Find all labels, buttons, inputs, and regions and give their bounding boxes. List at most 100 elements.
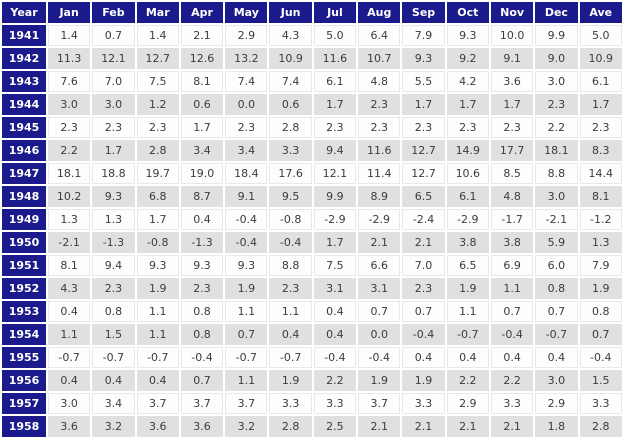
data-cell: 2.3 <box>402 117 445 138</box>
data-cell: 6.6 <box>358 255 401 276</box>
data-cell: 7.0 <box>402 255 445 276</box>
data-cell: 1.1 <box>225 301 268 322</box>
data-cell: -0.7 <box>535 324 578 345</box>
data-cell: 8.1 <box>48 255 91 276</box>
data-cell: 2.3 <box>446 117 489 138</box>
column-header-oct: Oct <box>446 2 489 23</box>
column-header-nov: Nov <box>490 2 534 23</box>
data-cell: 5.0 <box>313 25 357 46</box>
data-cell: 3.0 <box>535 370 578 391</box>
data-cell: 1.7 <box>313 94 357 115</box>
table-row: 1945 2.3 2.3 2.3 1.7 2.3 2.8 2.3 2.3 2.3 2.3 2.3 2.2… <box>2 117 622 138</box>
year-cell: 1948 <box>2 186 46 207</box>
year-cell: 1950 <box>2 232 46 253</box>
data-cell: 2.9 <box>225 25 268 46</box>
data-cell: -1.3 <box>180 232 224 253</box>
data-cell: 2.1 <box>446 416 489 437</box>
data-cell: -0.7 <box>48 347 91 368</box>
data-cell: 1.7 <box>402 94 445 115</box>
year-cell: 1951 <box>2 255 46 276</box>
data-cell: 8.8 <box>269 255 312 276</box>
data-cell: 4.2 <box>446 71 489 92</box>
data-cell: 1.1 <box>490 278 534 299</box>
data-cell: 2.3 <box>313 117 357 138</box>
data-cell: 7.6 <box>48 71 91 92</box>
data-cell: 0.8 <box>180 324 224 345</box>
table-row: 1946 2.2 1.7 2.8 3.4 3.4 3.3 9.4 11.6 12.7 14.9 17.… <box>2 140 622 161</box>
header-row: Year Jan Feb Mar Apr May Jun Jul Aug Sep Oct Nov Dec… <box>2 2 622 23</box>
data-cell: 1.9 <box>225 278 268 299</box>
data-cell: 2.1 <box>490 416 534 437</box>
data-cell: -0.7 <box>225 347 268 368</box>
year-cell: 1958 <box>2 416 46 437</box>
data-cell: 3.3 <box>490 393 534 414</box>
data-cell: 9.3 <box>446 25 489 46</box>
data-cell: -0.4 <box>269 232 312 253</box>
data-cell: 1.5 <box>579 370 622 391</box>
table-row: 1942 11.3 12.1 12.7 12.6 13.2 10.9 11.6 10.7 9.3 9… <box>2 48 622 69</box>
data-cell: 1.8 <box>535 416 578 437</box>
data-cell: 9.9 <box>535 25 578 46</box>
data-cell: 0.6 <box>269 94 312 115</box>
data-cell: -2.9 <box>446 209 489 230</box>
data-cell: 3.7 <box>358 393 401 414</box>
data-cell: -1.2 <box>579 209 622 230</box>
data-cell: 3.3 <box>269 140 312 161</box>
data-cell: -2.9 <box>358 209 401 230</box>
data-cell: 3.8 <box>446 232 489 253</box>
data-cell: 3.7 <box>225 393 268 414</box>
data-cell: 2.8 <box>269 416 312 437</box>
data-cell: 9.4 <box>92 255 135 276</box>
data-cell: 7.4 <box>225 71 268 92</box>
column-header-year: Year <box>2 2 46 23</box>
data-cell: 18.1 <box>48 163 91 184</box>
data-cell: 10.6 <box>446 163 489 184</box>
table-row: 1948 10.2 9.3 6.8 8.7 9.1 9.5 9.9 8.9 6.5 6.1 4.8 3.… <box>2 186 622 207</box>
data-cell: 1.2 <box>136 94 179 115</box>
data-cell: -0.4 <box>225 209 268 230</box>
data-cell: 2.8 <box>269 117 312 138</box>
data-cell: 1.5 <box>92 324 135 345</box>
column-header-sep: Sep <box>402 2 445 23</box>
data-cell: -0.7 <box>446 324 489 345</box>
data-cell: 1.3 <box>579 232 622 253</box>
data-cell: 2.1 <box>358 232 401 253</box>
data-cell: 5.0 <box>579 25 622 46</box>
data-cell: 17.6 <box>269 163 312 184</box>
data-cell: 18.8 <box>92 163 135 184</box>
data-cell: 2.1 <box>402 232 445 253</box>
data-cell: 0.7 <box>535 301 578 322</box>
data-cell: 0.4 <box>48 301 91 322</box>
year-cell: 1942 <box>2 48 46 69</box>
data-cell: -0.4 <box>579 347 622 368</box>
data-cell: 2.3 <box>402 278 445 299</box>
data-cell: 3.0 <box>92 94 135 115</box>
data-cell: 1.1 <box>269 301 312 322</box>
data-cell: 12.1 <box>92 48 135 69</box>
data-cell: 0.0 <box>358 324 401 345</box>
data-cell: 9.3 <box>92 186 135 207</box>
data-cell: 1.3 <box>92 209 135 230</box>
data-cell: 1.1 <box>136 324 179 345</box>
data-cell: 9.9 <box>313 186 357 207</box>
data-cell: 19.0 <box>180 163 224 184</box>
data-cell: 8.9 <box>358 186 401 207</box>
year-cell: 1955 <box>2 347 46 368</box>
data-cell: 7.9 <box>579 255 622 276</box>
data-cell: 0.8 <box>579 301 622 322</box>
data-cell: 5.9 <box>535 232 578 253</box>
data-cell: -0.7 <box>136 347 179 368</box>
year-cell: 1949 <box>2 209 46 230</box>
data-cell: 12.6 <box>180 48 224 69</box>
data-cell: 7.5 <box>313 255 357 276</box>
year-cell: 1945 <box>2 117 46 138</box>
data-cell: 7.0 <box>92 71 135 92</box>
data-cell: 12.1 <box>313 163 357 184</box>
year-cell: 1947 <box>2 163 46 184</box>
data-cell: 2.2 <box>446 370 489 391</box>
year-cell: 1956 <box>2 370 46 391</box>
data-cell: 17.7 <box>490 140 534 161</box>
data-cell: 0.7 <box>180 370 224 391</box>
table-row: 1947 18.1 18.8 19.7 19.0 18.4 17.6 12.1 11.4 12.7… <box>2 163 622 184</box>
data-cell: 3.1 <box>313 278 357 299</box>
